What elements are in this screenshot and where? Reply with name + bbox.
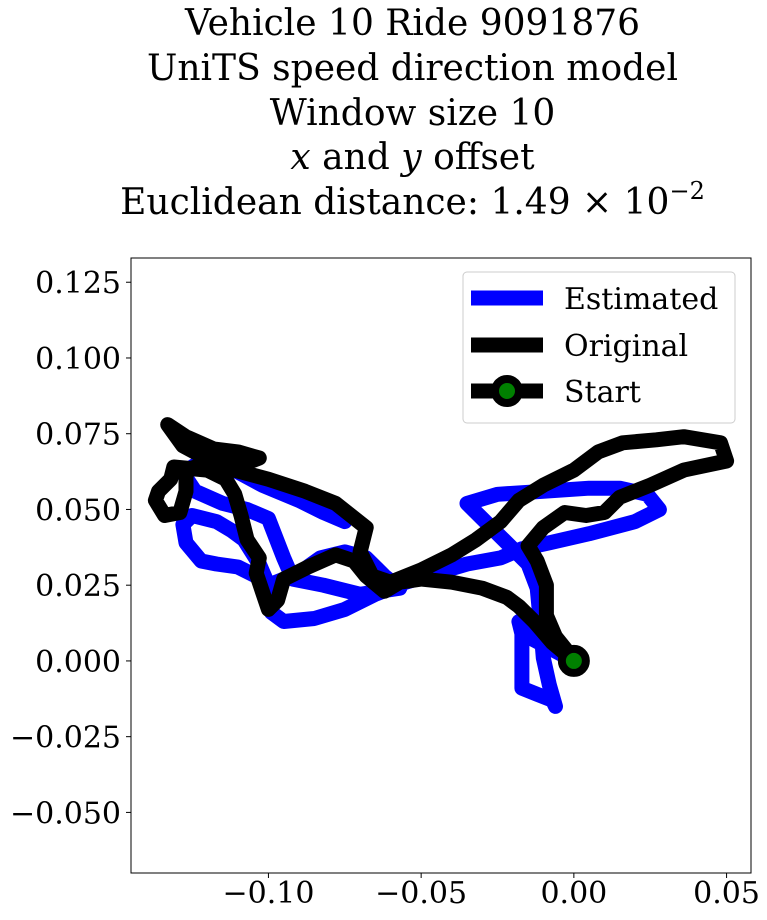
title-offset-word: offset [421, 137, 535, 179]
y-tick-label: −0.050 [10, 796, 121, 831]
x-tick-label: 0.05 [693, 876, 760, 911]
title-x-symbol: x [290, 137, 311, 179]
x-tick-label: −0.05 [375, 876, 467, 911]
title-distance-label: Euclidean distance: [120, 182, 491, 224]
x-axis: −0.10 −0.05 0.00 0.05 [222, 873, 760, 911]
y-tick-label: 0.050 [35, 493, 121, 528]
title-line-distance: Euclidean distance: 1.49 × 10−2 [58, 179, 767, 226]
legend-start-label: Start [564, 375, 641, 410]
title-distance-exponent: −2 [669, 177, 705, 206]
title-and-word: and [310, 137, 402, 179]
title-line-window: Window size 10 [269, 92, 556, 134]
y-tick-label: 0.075 [35, 418, 121, 453]
title-line-offset: x and y offset [58, 136, 767, 181]
y-tick-label: 0.100 [35, 342, 121, 377]
axes-frame [130, 257, 752, 874]
start-layer [557, 644, 590, 677]
y-axis: −0.050 −0.025 0.000 0.025 0.050 0.075 0.100 0.1… [10, 266, 131, 831]
y-tick-label: 0.025 [35, 569, 121, 604]
title-line-model: UniTS speed direction model [147, 47, 678, 89]
legend-estimated-label: Estimated [564, 282, 718, 317]
legend-original-label: Original [564, 329, 688, 364]
chart-title: Vehicle 10 Ride 9091876 UniTS speed dire… [0, 2, 767, 226]
legend: Estimated Original Start [462, 271, 736, 424]
legend-start-marker [491, 375, 523, 407]
title-y-symbol: y [401, 137, 422, 179]
start-point-marker [557, 644, 590, 677]
series-line-original [147, 417, 735, 669]
x-tick-label: −0.10 [222, 876, 314, 911]
title-line-vehicle: Vehicle 10 Ride 9091876 [184, 3, 641, 44]
x-tick-label: 0.00 [540, 876, 607, 911]
y-tick-label: −0.025 [10, 721, 121, 756]
series-layer [147, 417, 735, 714]
title-distance-mantissa: 1.49 × 10 [490, 182, 670, 224]
y-tick-label: 0.000 [35, 645, 121, 680]
y-tick-label: 0.125 [35, 266, 121, 301]
